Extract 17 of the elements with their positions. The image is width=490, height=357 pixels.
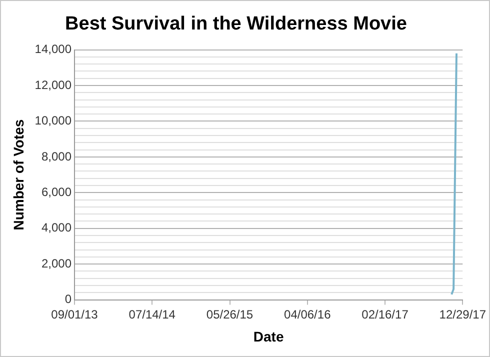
x-tick-label: 04/06/16	[284, 307, 332, 322]
x-tick-label: 12/29/17	[439, 307, 486, 322]
y-tick-label: 0	[64, 292, 72, 306]
y-tick-label: 12,000	[34, 78, 72, 92]
y-tick-label: 2,000	[41, 256, 72, 270]
x-axis-title: Date	[253, 328, 284, 344]
x-tick-label: 09/01/13	[51, 307, 98, 322]
y-axis-title: Number of Votes	[10, 119, 26, 230]
x-tick-label: 07/14/14	[128, 307, 176, 322]
y-tick-label: 4,000	[41, 220, 72, 235]
y-tick-label: 8,000	[41, 149, 72, 164]
x-tick-label: 05/26/15	[206, 307, 254, 322]
y-tick-label: 10,000	[34, 114, 72, 128]
chart-title: Best Survival in the Wilderness Movie	[65, 14, 407, 35]
y-tick-label: 6,000	[41, 184, 72, 199]
x-tick-label: 02/16/17	[362, 307, 409, 322]
y-tick-label: 14,000	[34, 42, 72, 56]
